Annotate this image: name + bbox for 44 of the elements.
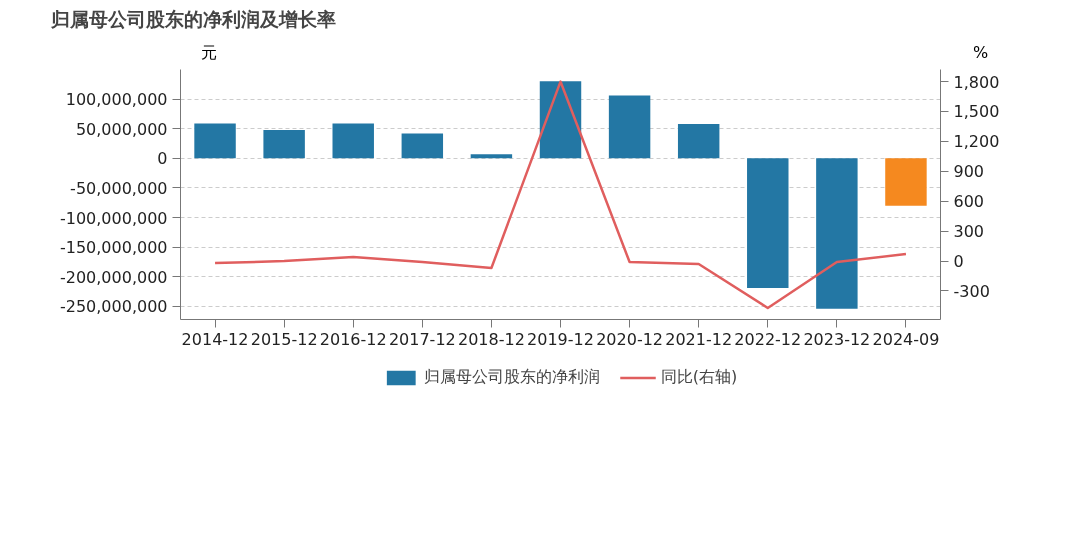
x-tick-label: 2015-12 bbox=[250, 329, 318, 349]
x-tick-label: 2023-12 bbox=[803, 329, 871, 349]
y-tick-label: 50,000,000 bbox=[75, 119, 168, 139]
y2-tick-label: 900 bbox=[953, 162, 985, 182]
bar bbox=[608, 95, 651, 159]
y2-tick-label: 1,800 bbox=[953, 72, 1000, 92]
y-tick-label: -250,000,000 bbox=[59, 297, 168, 317]
bar bbox=[332, 123, 374, 159]
x-tick-label: 2021-12 bbox=[665, 329, 733, 349]
bar bbox=[816, 158, 858, 309]
x-tick-label: 2022-12 bbox=[734, 329, 802, 349]
x-tick-label: 2014-12 bbox=[181, 329, 249, 349]
bar bbox=[470, 154, 513, 159]
bar bbox=[885, 158, 927, 206]
chart-title: 归属母公司股东的净利润及增长率 bbox=[49, 7, 336, 30]
y-tick-label: 100,000,000 bbox=[65, 90, 168, 110]
y-tick-label: 0 bbox=[157, 149, 168, 169]
x-tick-label: 2019-12 bbox=[527, 329, 594, 349]
x-tick-label: 2016-12 bbox=[319, 329, 387, 349]
bar bbox=[263, 129, 305, 159]
bar bbox=[401, 133, 444, 159]
y-tick-label: -50,000,000 bbox=[70, 178, 168, 198]
bar bbox=[194, 123, 236, 159]
bar bbox=[677, 124, 720, 159]
y-tick-label: -100,000,000 bbox=[59, 208, 168, 228]
y2-tick-label: 1,200 bbox=[953, 132, 1000, 152]
bar bbox=[747, 158, 789, 289]
y2-tick-label: 300 bbox=[953, 222, 985, 242]
legend-label: 同比(右轴) bbox=[660, 366, 738, 388]
y-tick-label: -200,000,000 bbox=[59, 267, 168, 287]
y-axis-title: 元 bbox=[200, 42, 217, 62]
bar bbox=[539, 81, 582, 159]
x-tick-label: 2024-09 bbox=[872, 329, 940, 349]
x-tick-label: 2017-12 bbox=[388, 329, 456, 349]
y2-axis-title: % bbox=[972, 42, 989, 62]
y2-tick-label: 600 bbox=[953, 192, 985, 212]
legend-label: 归属母公司股东的净利润 bbox=[423, 366, 600, 388]
x-tick-label: 2018-12 bbox=[457, 329, 525, 349]
y2-tick-label: 1,500 bbox=[953, 102, 1000, 122]
x-tick-label: 2020-12 bbox=[596, 329, 664, 349]
line-series bbox=[213, 80, 908, 310]
y2-tick-label: -300 bbox=[953, 281, 990, 301]
y-tick-label: -150,000,000 bbox=[59, 238, 168, 258]
y2-tick-label: 0 bbox=[953, 252, 964, 272]
